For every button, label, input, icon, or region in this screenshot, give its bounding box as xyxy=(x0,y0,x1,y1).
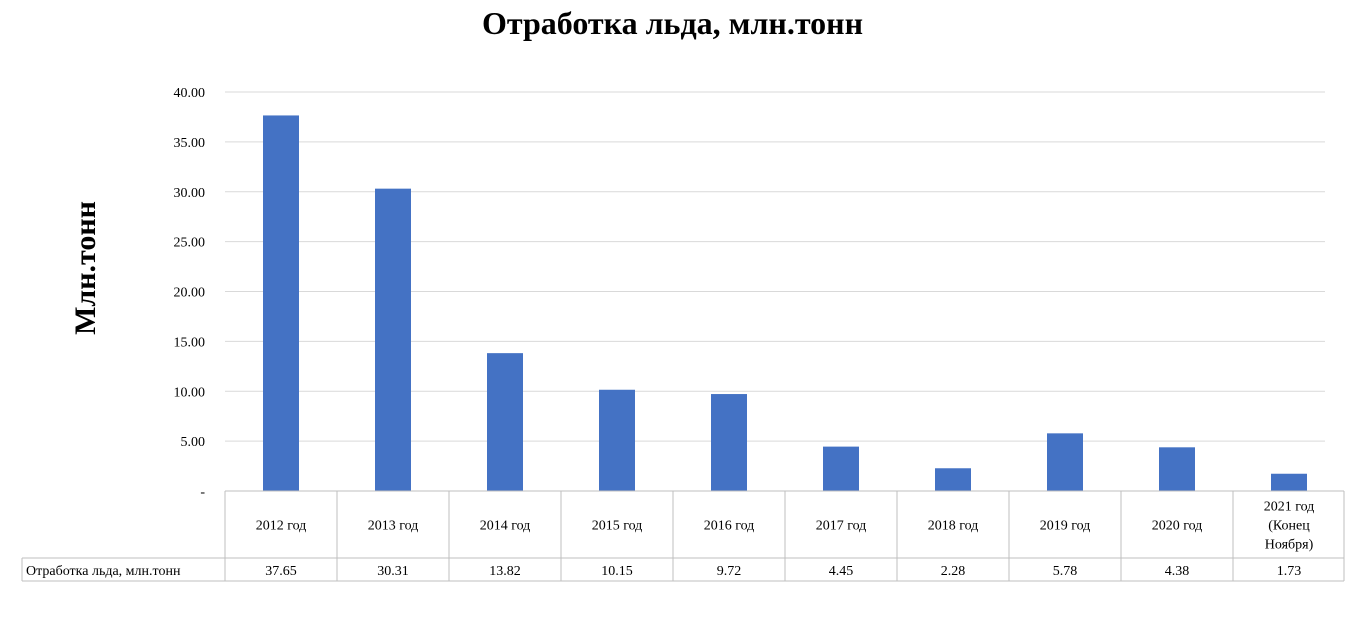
x-tick-label: 2020 год xyxy=(1152,519,1203,534)
x-tick-label: (Конец xyxy=(1268,519,1310,534)
x-tick-label: 2012 год xyxy=(256,519,307,534)
bar xyxy=(935,468,971,491)
data-label: 9.72 xyxy=(717,564,742,579)
bar xyxy=(487,353,523,491)
y-tick-labels: - 5.00 10.00 15.00 20.00 25.00 30.00 35.00 40.00 xyxy=(174,86,206,500)
y-tick-label: 20.00 xyxy=(174,286,206,301)
chart-title: Отработка льда, млн.тонн xyxy=(481,5,864,41)
x-tick-label: 2016 год xyxy=(704,519,755,534)
bar xyxy=(1047,433,1083,491)
bar xyxy=(823,446,859,491)
data-label: 37.65 xyxy=(265,564,297,579)
x-tick-label: 2019 год xyxy=(1040,519,1091,534)
data-label: 1.73 xyxy=(1277,564,1302,579)
x-tick-label: Ноября) xyxy=(1265,538,1314,553)
bars xyxy=(263,115,1307,491)
x-tick-label: 2014 год xyxy=(480,519,531,534)
data-table: 2012 год 2013 год 2014 год 2015 год 2016 год… xyxy=(21,490,1345,582)
bar xyxy=(1271,473,1307,491)
bar xyxy=(1159,447,1195,491)
data-label: 10.15 xyxy=(601,564,633,579)
data-label: 4.45 xyxy=(829,564,854,579)
x-tick-label: 2018 год xyxy=(928,519,979,534)
bar xyxy=(711,394,747,491)
y-tick-label: 10.00 xyxy=(174,385,206,400)
x-tick-label: 2013 год xyxy=(368,519,419,534)
y-tick-label: 35.00 xyxy=(174,136,206,151)
data-label: 5.78 xyxy=(1053,564,1078,579)
y-tick-label: 30.00 xyxy=(174,186,206,201)
data-label: 13.82 xyxy=(489,564,521,579)
bar xyxy=(375,188,411,491)
series-name: Отработка льда, млн.тонн xyxy=(26,564,181,579)
data-label: 2.28 xyxy=(941,564,966,579)
y-tick-label: 25.00 xyxy=(174,236,206,251)
y-tick-label: - xyxy=(200,485,205,500)
y-tick-label: 15.00 xyxy=(174,335,206,350)
bar xyxy=(263,115,299,491)
x-tick-label: 2021 год xyxy=(1264,500,1315,515)
bar xyxy=(599,389,635,491)
y-tick-label: 40.00 xyxy=(174,86,206,101)
data-label: 30.31 xyxy=(377,564,409,579)
x-tick-label: 2015 год xyxy=(592,519,643,534)
x-tick-label: 2017 год xyxy=(816,519,867,534)
data-label: 4.38 xyxy=(1165,564,1190,579)
y-tick-label: 5.00 xyxy=(181,435,206,450)
